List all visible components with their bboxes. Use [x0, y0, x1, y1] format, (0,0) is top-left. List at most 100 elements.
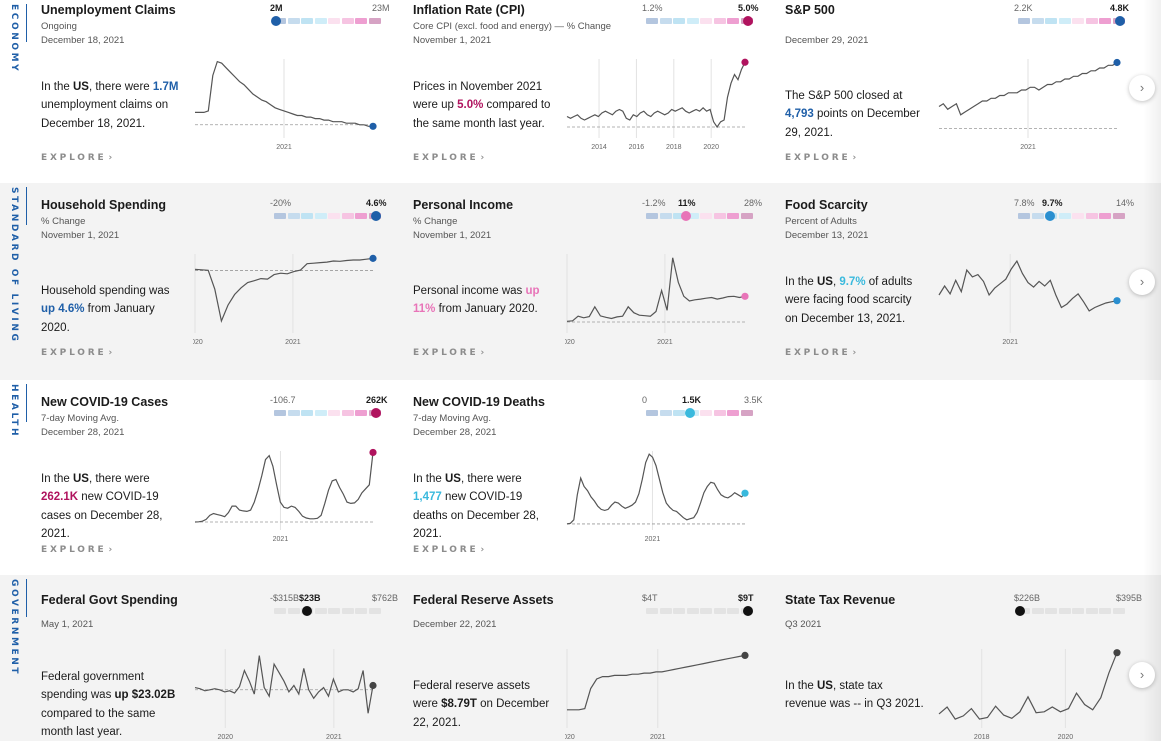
indicator-card[interactable]: Federal Reserve Assets December 22, 2021 F…: [413, 592, 765, 741]
summary-highlight: US: [816, 680, 833, 692]
range-max-label: 14%: [1116, 198, 1135, 208]
indicator-card[interactable]: Federal Govt Spending May 1, 2021 Federal …: [41, 592, 398, 741]
range-segment: [355, 213, 367, 219]
card-summary: Federal reserve assets were $8.79T on De…: [413, 677, 553, 732]
indicator-card[interactable]: Unemployment Claims Ongoing December 18, 2…: [41, 2, 393, 177]
sparkline-chart: 2021: [566, 451, 749, 543]
indicator-card[interactable]: New COVID-19 Deaths 7-day Moving Avg. Dece…: [413, 394, 765, 569]
x-tick-label: 2021: [650, 734, 666, 741]
range-max-label: 3.5K: [744, 395, 763, 405]
carousel-next-button[interactable]: ›: [1129, 75, 1155, 101]
card-summary: In the US, state tax revenue was -- in Q…: [785, 677, 925, 714]
card-summary: The S&P 500 closed at 4,793 points on De…: [785, 87, 925, 142]
scroll-edge-shade: [1143, 575, 1161, 741]
range-marker: [743, 16, 753, 26]
range-segment: [274, 608, 286, 614]
card-title[interactable]: Unemployment Claims: [41, 3, 176, 17]
explore-link[interactable]: EXPLORE ›: [785, 348, 857, 358]
range-segment: [314, 213, 327, 219]
range-segment: [301, 18, 313, 24]
range-segment: [341, 410, 354, 416]
sparkline-chart: 2020 2021: [194, 649, 377, 741]
range-min-label: 7.8%: [1014, 198, 1035, 208]
card-summary: Personal income was up 11% from January …: [413, 282, 553, 319]
latest-value-point: [369, 681, 377, 690]
range-bar: [274, 408, 381, 418]
card-subtitle: % Change: [41, 216, 86, 227]
card-title[interactable]: S&P 500: [785, 3, 835, 17]
range-scale: $226B $395B: [1014, 592, 1142, 618]
explore-link[interactable]: EXPLORE ›: [41, 545, 113, 555]
section-label: ECONOMY: [9, 4, 19, 74]
explore-link[interactable]: EXPLORE ›: [41, 153, 113, 163]
carousel-next-button[interactable]: ›: [1129, 662, 1155, 688]
summary-highlight: $8.79T: [441, 698, 477, 711]
card-subtitle: Percent of Adults: [785, 216, 857, 227]
card-title[interactable]: New COVID-19 Deaths: [413, 395, 545, 409]
sparkline-series: [567, 654, 746, 711]
explore-link[interactable]: EXPLORE ›: [413, 348, 485, 358]
explore-link[interactable]: EXPLORE ›: [413, 545, 485, 555]
indicator-card[interactable]: Food Scarcity Percent of Adults December 1…: [785, 197, 1137, 372]
summary-text: Personal income was: [413, 285, 526, 297]
card-title[interactable]: Federal Reserve Assets: [413, 593, 554, 607]
latest-value-point: [369, 254, 377, 262]
range-segment: [1018, 213, 1030, 219]
card-title[interactable]: New COVID-19 Cases: [41, 395, 169, 409]
section-label: HEALTH: [9, 384, 19, 439]
range-marker: [743, 606, 753, 616]
indicator-card[interactable]: New COVID-19 Cases 7-day Moving Avg. Decem…: [41, 394, 393, 569]
range-segment: [713, 410, 726, 416]
range-min-label: -$315B: [270, 593, 300, 603]
range-segment: [659, 18, 672, 24]
explore-link[interactable]: EXPLORE ›: [41, 348, 113, 358]
indicator-card[interactable]: S&P 500 December 29, 2021 The S&P 500 clos…: [785, 2, 1137, 177]
range-segment: [301, 213, 313, 219]
range-min-label: $226B: [1014, 593, 1041, 603]
indicator-card[interactable]: State Tax Revenue Q3 2021 In the US, state…: [785, 592, 1142, 741]
card-title[interactable]: State Tax Revenue: [785, 593, 896, 607]
summary-text: unemployment claims on December 18, 2021…: [41, 99, 169, 130]
indicator-card[interactable]: Inflation Rate (CPI) Core CPI (excl. food…: [413, 2, 765, 177]
range-segment: [713, 608, 726, 614]
range-segment: [368, 608, 381, 614]
x-tick-label: 2016: [629, 144, 645, 151]
card-title[interactable]: Personal Income: [413, 198, 514, 212]
range-segment: [1058, 213, 1071, 219]
card-title[interactable]: Food Scarcity: [785, 198, 868, 212]
section-economy: ECONOMY Unemployment Claims Ongoing Decembe…: [0, 0, 1161, 183]
range-min-label: 1.2%: [642, 3, 663, 13]
latest-value-point: [369, 122, 377, 130]
summary-highlight: 1,477: [413, 491, 442, 504]
range-segment: [727, 213, 739, 219]
summary-text: In the: [785, 680, 817, 692]
explore-link[interactable]: EXPLORE ›: [413, 153, 485, 163]
range-segment: [287, 410, 300, 416]
range-segment: [314, 608, 327, 614]
x-tick-label: 2018: [666, 144, 682, 151]
range-segment: [713, 213, 726, 219]
explore-link[interactable]: EXPLORE ›: [785, 153, 857, 163]
card-subtitle: 7-day Moving Avg.: [413, 413, 491, 424]
summary-text: , there were: [460, 473, 522, 485]
range-marker: [371, 211, 381, 221]
range-segment: [1045, 608, 1057, 614]
range-segment: [646, 18, 658, 24]
chevron-right-icon: ›: [852, 153, 857, 163]
range-max-label: 28%: [744, 198, 763, 208]
sparkline-series: [566, 62, 746, 129]
indicator-card[interactable]: Household Spending % Change November 1, 20…: [41, 197, 393, 372]
card-title[interactable]: Inflation Rate (CPI): [413, 3, 525, 17]
card-date: December 22, 2021: [413, 619, 497, 630]
indicator-card[interactable]: Personal Income % Change November 1, 2021 P…: [413, 197, 765, 372]
range-segment: [341, 608, 354, 614]
card-title[interactable]: Household Spending: [41, 198, 166, 212]
carousel-next-button[interactable]: ›: [1129, 269, 1155, 295]
sparkline-chart: 2020 2021: [565, 649, 749, 741]
summary-highlight: 5.0%: [457, 99, 484, 112]
range-segment: [328, 608, 340, 614]
card-subtitle: 7-day Moving Avg.: [41, 413, 119, 424]
chevron-right-icon: ›: [1139, 274, 1145, 289]
range-segment: [328, 213, 340, 219]
card-title[interactable]: Federal Govt Spending: [41, 593, 178, 607]
